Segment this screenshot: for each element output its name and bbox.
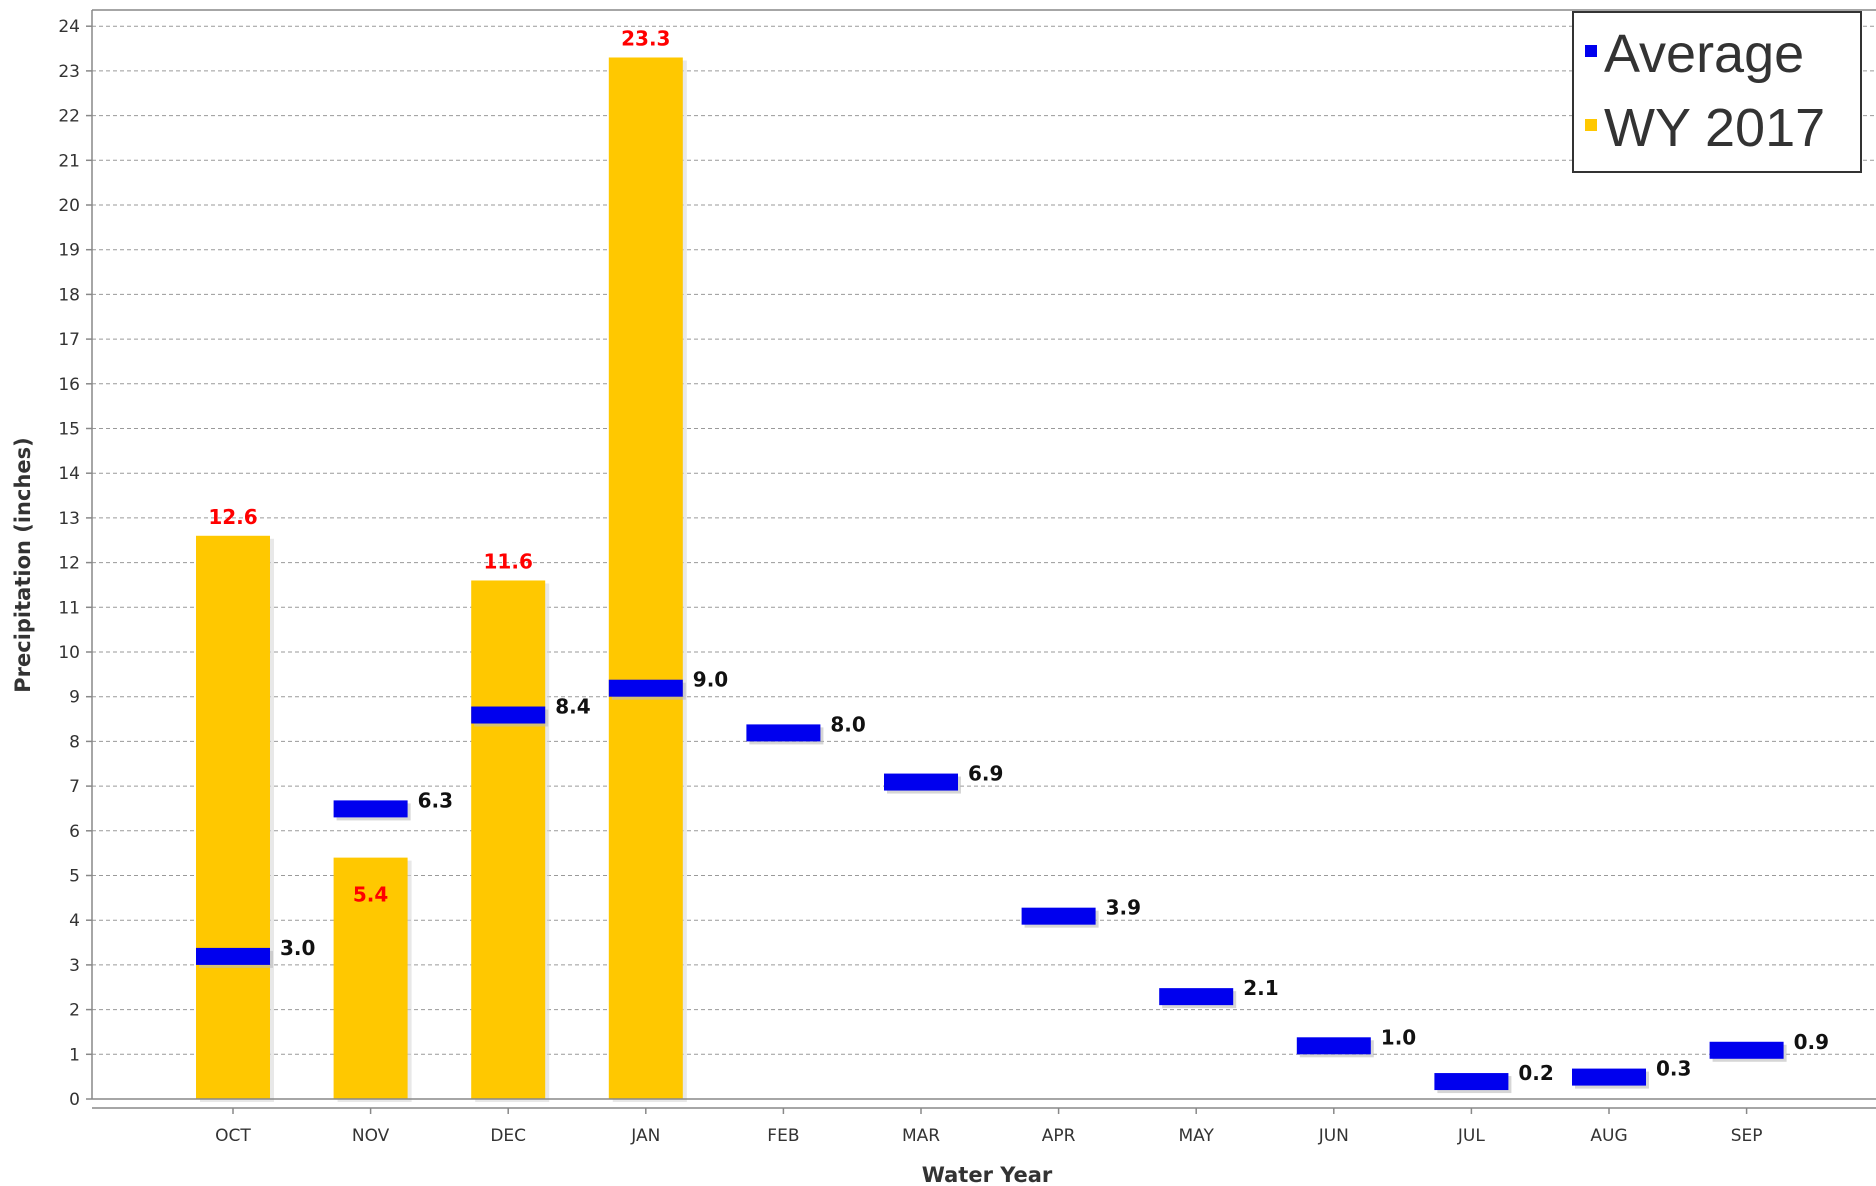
x-tick-label-jan: JAN (630, 1126, 660, 1146)
average-mark-jun (1296, 1037, 1371, 1055)
x-axis-title: Water Year (922, 1163, 1053, 1186)
y-tick-label: 5 (69, 867, 80, 887)
data-label-average-jun: 1.0 (1381, 1025, 1416, 1049)
bar-layer (196, 57, 687, 1103)
bar-wy2017-nov (333, 857, 408, 1099)
y-tick-label: 23 (58, 62, 80, 82)
average-mark-aug (1572, 1068, 1646, 1086)
x-tick-label-dec: DEC (490, 1126, 526, 1146)
average-mark-sep (1709, 1041, 1784, 1059)
x-tick-label-nov: NOV (352, 1126, 390, 1146)
axis-layer: 0123456789101112131415161718192021222324… (58, 9, 1876, 1146)
average-mark-oct (196, 947, 270, 965)
average-mark-nov (333, 800, 408, 818)
bar-wy2017-jan (608, 57, 683, 1100)
average-layer (196, 679, 1787, 1094)
y-tick-label: 17 (58, 330, 80, 350)
y-tick-label: 1 (69, 1045, 80, 1065)
y-tick-label: 20 (58, 196, 80, 216)
data-label-average-nov: 6.3 (418, 788, 453, 812)
y-tick-label: 6 (69, 822, 80, 842)
data-label-average-aug: 0.3 (1656, 1057, 1691, 1081)
legend: Average WY 2017 (1572, 11, 1862, 173)
y-tick-label: 7 (69, 777, 80, 797)
data-label-wy2017-dec: 11.6 (484, 549, 533, 573)
average-mark-may (1159, 988, 1234, 1006)
data-label-average-sep: 0.9 (1794, 1030, 1829, 1054)
bar-wy2017-oct (196, 535, 270, 1099)
data-label-average-apr: 3.9 (1106, 896, 1141, 920)
y-tick-label: 14 (58, 464, 80, 484)
y-tick-label: 10 (58, 643, 80, 663)
x-tick-label-jul: JUL (1457, 1126, 1485, 1146)
data-label-average-jul: 0.2 (1518, 1061, 1553, 1085)
x-tick-label-apr: APR (1042, 1126, 1076, 1146)
average-mark-jul (1434, 1073, 1509, 1091)
y-tick-label: 3 (69, 956, 80, 976)
average-mark-feb (746, 724, 821, 742)
y-tick-label: 12 (58, 554, 80, 574)
x-tick-label-aug: AUG (1590, 1126, 1627, 1146)
y-tick-label: 11 (58, 598, 80, 618)
y-tick-label: 16 (58, 375, 80, 395)
data-label-average-oct: 3.0 (280, 936, 315, 960)
y-tick-label: 15 (58, 420, 80, 440)
y-tick-label: 2 (69, 1001, 80, 1021)
legend-label-wy2017: WY 2017 (1604, 98, 1825, 158)
bar-wy2017-dec (471, 580, 546, 1099)
y-tick-label: 19 (58, 241, 80, 261)
data-label-average-jan: 9.0 (693, 668, 728, 692)
x-tick-label-jun: JUN (1318, 1126, 1349, 1146)
average-mark-dec (471, 706, 546, 724)
y-tick-label: 4 (69, 911, 80, 931)
y-tick-label: 9 (69, 688, 80, 708)
y-tick-label: 21 (58, 151, 80, 171)
data-label-wy2017-jan: 23.3 (621, 26, 670, 50)
legend-swatch-wy2017 (1585, 119, 1597, 131)
average-mark-apr (1021, 907, 1096, 925)
data-label-average-feb: 8.0 (830, 712, 865, 736)
data-label-average-may: 2.1 (1243, 976, 1278, 1000)
legend-swatch-average (1585, 45, 1597, 57)
y-tick-label: 0 (69, 1090, 80, 1110)
label-layer: 3.0 6.3 8.4 9.0 8.0 6.9 3.9 2.1 1.0 0.2 0.3 0.9 12.6… (208, 26, 1829, 1085)
data-label-average-dec: 8.4 (555, 695, 590, 719)
x-tick-label-mar: MAR (902, 1126, 940, 1146)
y-tick-label: 8 (69, 732, 80, 752)
y-tick-label: 13 (58, 509, 80, 529)
legend-box (1572, 11, 1862, 173)
y-tick-label: 18 (58, 285, 80, 305)
y-tick-label: 22 (58, 107, 80, 127)
x-tick-label-may: MAY (1179, 1126, 1215, 1146)
data-label-wy2017-nov: 5.4 (353, 883, 388, 907)
data-label-average-mar: 6.9 (968, 762, 1003, 786)
x-tick-label-oct: OCT (215, 1126, 251, 1146)
data-label-wy2017-oct: 12.6 (208, 505, 257, 529)
average-mark-jan (608, 679, 683, 697)
x-tick-label-sep: SEP (1731, 1126, 1763, 1146)
legend-label-average: Average (1604, 24, 1804, 84)
y-axis-title: Precipitation (inches) (11, 437, 35, 693)
y-tick-label: 24 (58, 17, 80, 37)
x-tick-label-feb: FEB (767, 1126, 799, 1146)
average-mark-mar (884, 773, 958, 791)
